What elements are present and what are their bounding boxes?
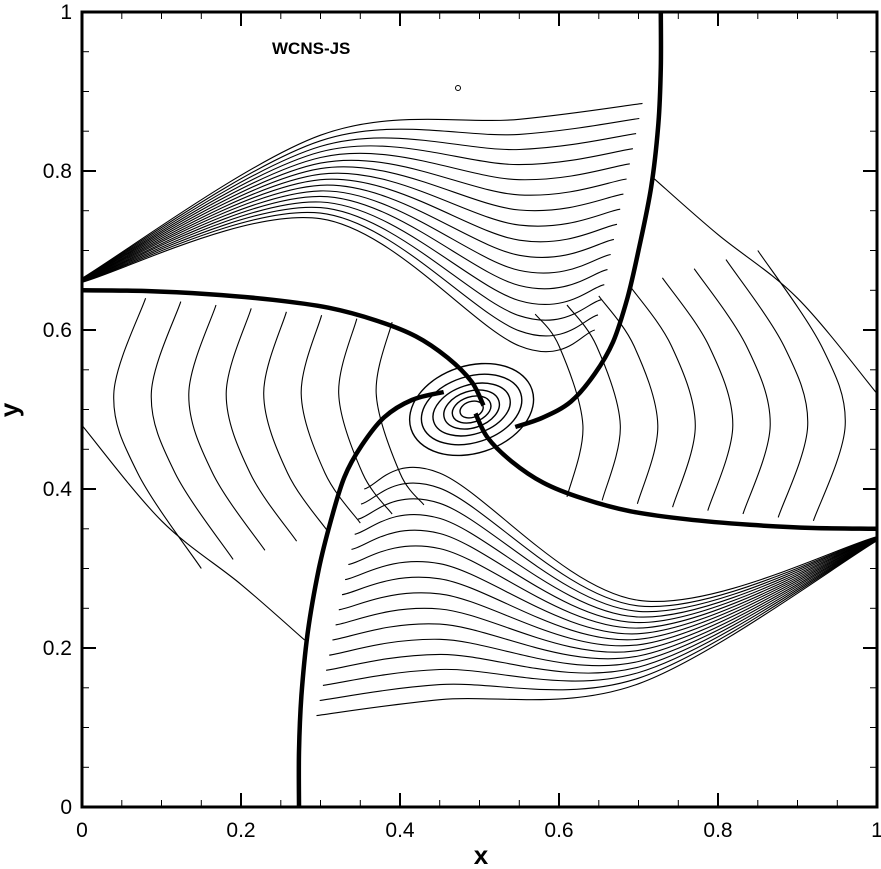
contour-line — [316, 540, 878, 717]
small-contour-marker — [455, 85, 461, 91]
contour-line — [81, 211, 599, 337]
contour-line — [81, 190, 611, 282]
vortex-ring — [443, 389, 501, 430]
x-tick-label: 0.8 — [703, 819, 732, 842]
vortex-core — [408, 362, 535, 457]
vortex-ring — [420, 373, 523, 446]
contour-line — [225, 308, 298, 542]
contour-line — [322, 539, 878, 686]
contour-line — [81, 145, 633, 280]
y-tick-labels: 0 0.2 0.4 0.6 0.8 1 — [43, 1, 73, 819]
contour-line — [150, 301, 234, 560]
vortex-ring — [451, 395, 492, 424]
y-tick-label: 0 — [60, 796, 72, 819]
minor-ticks — [82, 12, 877, 807]
y-tick-label: 0.4 — [43, 478, 73, 501]
vortex-ring — [432, 382, 511, 437]
x-tick-label: 0 — [76, 819, 88, 842]
contour-line — [360, 482, 878, 608]
vortex-ring — [408, 362, 535, 457]
major-ticks — [81, 11, 878, 808]
contour-line — [113, 298, 202, 569]
contour-line — [81, 159, 627, 281]
y-tick-label: 1 — [60, 1, 72, 24]
contour-line — [81, 178, 618, 281]
contour-line — [81, 166, 624, 281]
x-tick-labels: 0 0.2 0.4 0.6 0.8 1 — [76, 819, 881, 842]
contour-line — [654, 178, 878, 394]
contour-line — [566, 304, 621, 501]
contour-line — [263, 311, 329, 533]
x-axis-label: x — [474, 840, 489, 869]
contour-line — [693, 268, 771, 515]
contour-line — [757, 250, 846, 521]
contour-line — [81, 152, 630, 280]
contour-line — [630, 286, 696, 508]
contour-line — [351, 529, 878, 624]
contour-line — [348, 537, 878, 629]
contour-line — [338, 318, 393, 515]
contour-line — [81, 195, 608, 290]
contour-line — [534, 313, 584, 498]
contour-line — [81, 102, 643, 279]
contour-line — [341, 538, 878, 641]
y-tick-label: 0.2 — [43, 637, 72, 660]
y-axis-label: y — [0, 402, 24, 417]
contour-line — [598, 295, 659, 504]
plot-frame — [80, 10, 879, 809]
contour-line — [81, 217, 595, 353]
shock-right — [473, 412, 878, 532]
contour-line — [364, 466, 878, 602]
contour-line — [661, 277, 734, 511]
shock-left — [81, 288, 486, 407]
x-tick-label: 0.4 — [385, 819, 415, 842]
shock-top — [514, 11, 664, 430]
y-tick-label: 0.8 — [43, 160, 72, 183]
contour-line — [81, 184, 614, 282]
contour-line — [81, 206, 602, 321]
contour-line — [345, 537, 878, 635]
contour-line — [81, 172, 621, 281]
x-tick-label: 0.6 — [544, 819, 573, 842]
contour-line — [329, 539, 878, 667]
contour-line — [81, 201, 605, 306]
contour-line — [81, 133, 637, 280]
contour-line — [188, 304, 266, 551]
y-tick-label: 0.6 — [43, 319, 72, 342]
contour-line — [81, 425, 305, 641]
contour-line — [375, 321, 425, 506]
contour-line — [357, 498, 878, 613]
contour-line — [81, 117, 640, 280]
shock-bottom — [296, 389, 445, 808]
contour-line — [354, 513, 878, 618]
contour-line — [332, 538, 878, 660]
x-tick-label: 0.2 — [226, 819, 255, 842]
density-contour-lines — [81, 102, 878, 717]
plot-annotation: WCNS-JS — [272, 39, 350, 58]
contour-line — [300, 315, 361, 524]
contour-line — [338, 538, 878, 647]
x-tick-label: 1 — [871, 819, 881, 842]
contour-line — [319, 539, 878, 702]
contour-line — [725, 259, 809, 518]
vortex-ring — [459, 400, 484, 419]
contour-line — [326, 539, 878, 674]
shock-fronts — [81, 11, 878, 808]
contour-line — [335, 538, 878, 653]
